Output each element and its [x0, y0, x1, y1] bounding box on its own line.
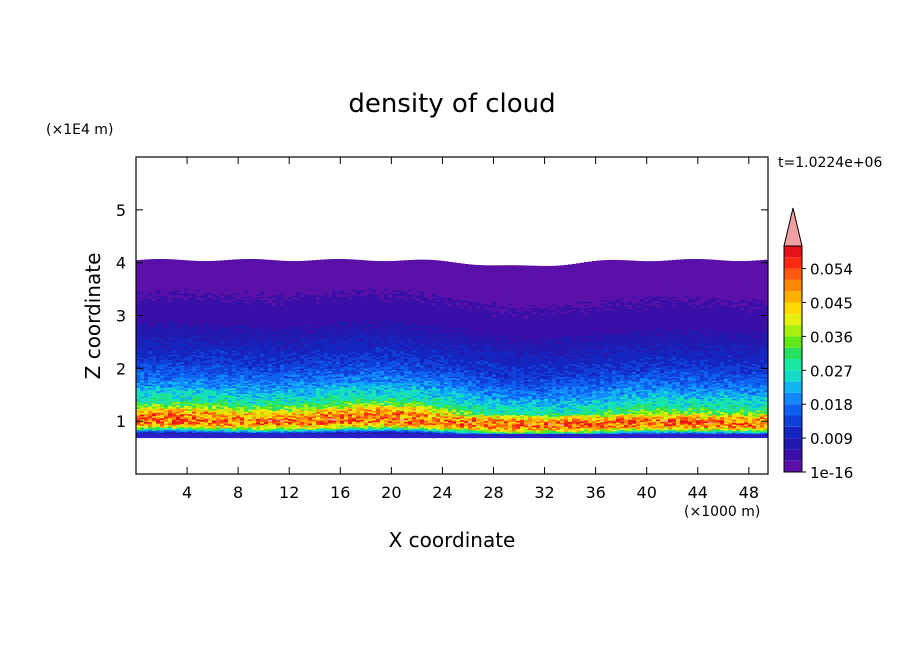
y-axis: 1 2 3 4 5	[116, 201, 768, 431]
colorbar-swatch	[784, 381, 802, 393]
x-tick-label: 12	[279, 483, 299, 502]
y-tick-label: 4	[116, 254, 126, 273]
colorbar-swatch	[784, 279, 802, 292]
colorbar-swatch	[784, 268, 802, 280]
colorbar-swatch	[784, 404, 802, 416]
x-tick-label: 20	[381, 483, 401, 502]
cloud-base-band	[136, 433, 768, 439]
x-tick-label: 36	[585, 483, 605, 502]
colorbar-swatch	[784, 370, 802, 382]
colorbar-frame	[783, 245, 803, 473]
colorbar-label: 0.027	[810, 362, 853, 380]
x-tick-label: 4	[182, 483, 192, 502]
chart-title: density of cloud	[348, 89, 555, 119]
time-label: t=1.0224e+06	[778, 155, 882, 171]
y-tick-label: 1	[116, 412, 126, 431]
y-tick-label: 3	[116, 307, 126, 326]
colorbar-swatch	[784, 291, 802, 303]
x-tick-label: 28	[483, 483, 503, 502]
colorbar-swatch	[784, 359, 802, 371]
x-axis-label: X coordinate	[389, 528, 516, 552]
x-tick-label: 40	[637, 483, 657, 502]
colorbar-swatch	[784, 336, 802, 348]
y-tick-label: 5	[116, 201, 126, 220]
colorbar-swatch	[784, 392, 802, 405]
colorbar-swatch	[784, 302, 802, 314]
y-axis-label: Z coordinate	[81, 253, 105, 380]
colorbar-swatch	[784, 449, 802, 461]
colorbar-label: 0.009	[810, 430, 853, 448]
colorbar-swatch	[784, 347, 802, 359]
colorbar-swatch	[784, 325, 802, 337]
x-tick-label: 24	[432, 483, 452, 502]
y-tick-label: 2	[116, 359, 126, 378]
colorbar-label: 0.045	[810, 295, 853, 313]
x-axis: 4 8 12 16 20 24 28 32 36 40 44 48	[182, 157, 759, 502]
colorbar-label: 1e-16	[810, 464, 853, 482]
colorbar-swatch	[784, 460, 802, 472]
colorbar-swatch	[784, 438, 802, 450]
x-unit-label: (×1000 m)	[684, 504, 760, 520]
x-tick-label: 32	[534, 483, 554, 502]
colorbar-swatch	[784, 426, 802, 439]
colorbar-swatch	[784, 257, 802, 269]
x-tick-label: 8	[233, 483, 243, 502]
x-tick-label: 48	[739, 483, 759, 502]
colorbar-label: 0.018	[810, 396, 853, 414]
colorbar-swatch	[784, 313, 802, 326]
colorbar-extend-arrow	[783, 207, 803, 247]
colorbar-swatch	[784, 246, 802, 258]
x-tick-label: 16	[330, 483, 350, 502]
colorbar-swatch	[784, 415, 802, 427]
colorbar-label: 0.054	[810, 261, 853, 279]
colorbar-label: 0.036	[810, 328, 853, 346]
x-tick-label: 44	[688, 483, 708, 502]
contour-field	[136, 258, 768, 439]
y-unit-label: (×1E4 m)	[46, 122, 113, 138]
colorbar: 0.054 0.045 0.036 0.027 0.018 0.009 1e-16	[783, 207, 853, 482]
